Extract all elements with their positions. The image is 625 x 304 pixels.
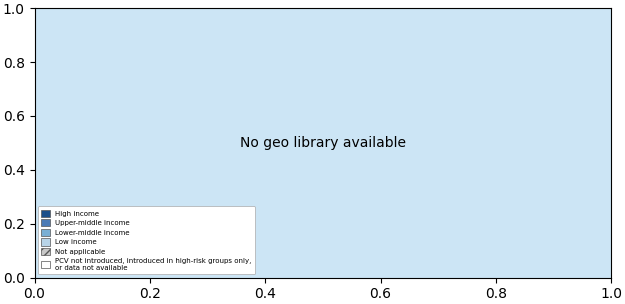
Legend: High income, Upper-middle income, Lower-middle income, Low income, Not applicabl: High income, Upper-middle income, Lower-… [38, 206, 255, 274]
Text: No geo library available: No geo library available [240, 136, 406, 150]
